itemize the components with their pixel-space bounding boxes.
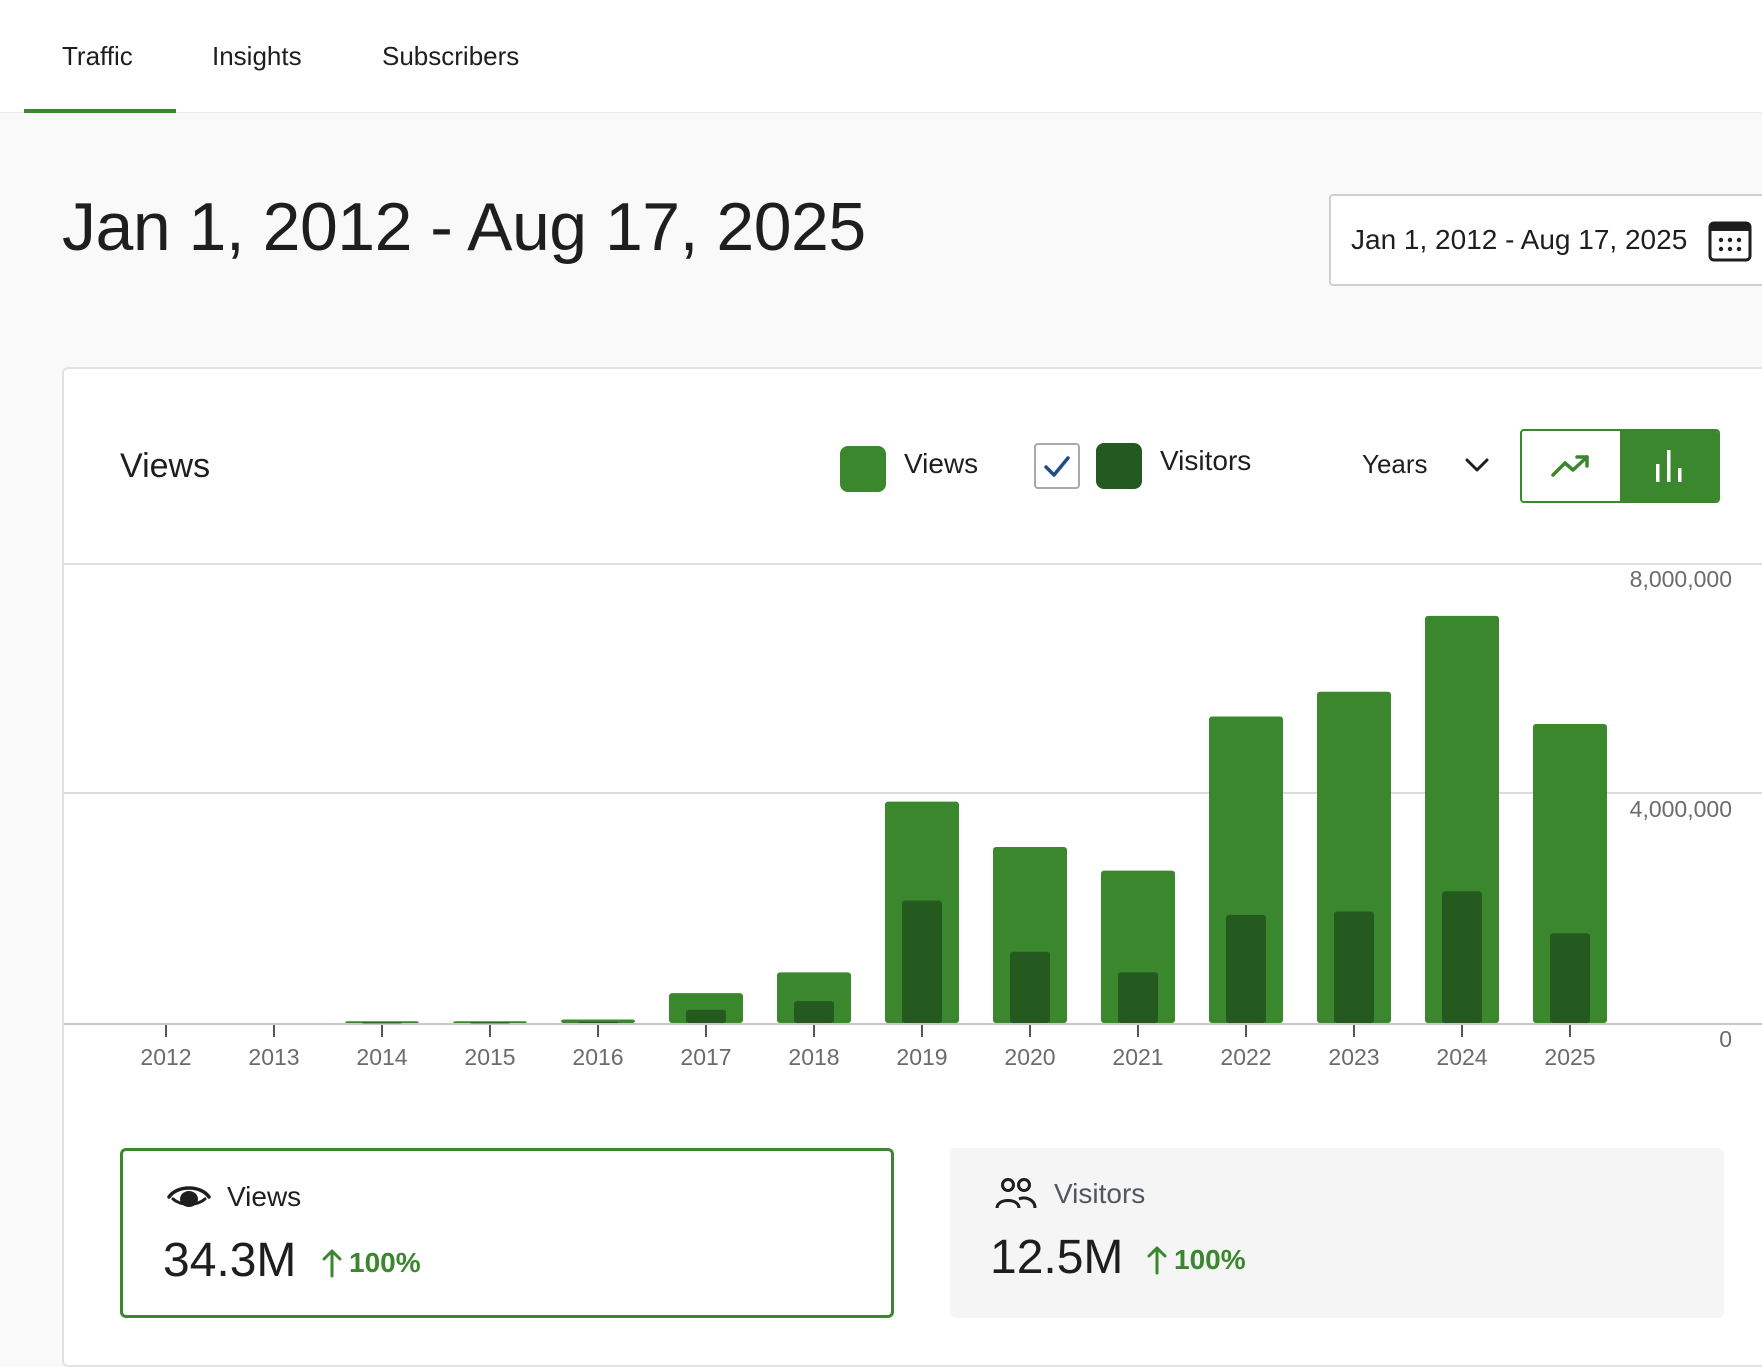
views-stat-card[interactable]: Views 34.3M 100% bbox=[120, 1148, 894, 1318]
x-tick-label: 2012 bbox=[140, 1044, 191, 1069]
visitors-stat-value: 12.5M bbox=[990, 1231, 1124, 1284]
visitors-stat-label: Visitors bbox=[1054, 1178, 1146, 1209]
legend-views-swatch bbox=[840, 446, 886, 492]
x-tick-label: 2023 bbox=[1328, 1044, 1379, 1069]
x-tick-label: 2022 bbox=[1220, 1044, 1271, 1069]
legend-views-label: Views bbox=[904, 448, 979, 479]
visitors-stat-card[interactable]: Visitors 12.5M 100% bbox=[950, 1148, 1724, 1318]
y-tick-label: 8,000,000 bbox=[1630, 566, 1732, 592]
visitors-bar bbox=[1226, 914, 1266, 1023]
tab-insights[interactable]: Insights bbox=[174, 0, 340, 113]
legend-visitors-label: Visitors bbox=[1160, 445, 1252, 476]
tab-bar: Traffic Insights Subscribers bbox=[0, 0, 1762, 113]
legend-visitors-swatch bbox=[1096, 443, 1142, 489]
tab-insights-label: Insights bbox=[212, 41, 302, 71]
visitors-stat-change-value: 100% bbox=[1174, 1244, 1246, 1275]
visitors-bar bbox=[1334, 911, 1374, 1023]
date-range-label: Jan 1, 2012 - Aug 17, 2025 bbox=[1351, 224, 1688, 255]
views-stat-change: 100% bbox=[321, 1247, 421, 1279]
chart-type-toggle bbox=[1520, 429, 1720, 503]
x-tick-label: 2014 bbox=[356, 1044, 407, 1069]
x-tick-label: 2020 bbox=[1004, 1044, 1055, 1069]
tab-subscribers-label: Subscribers bbox=[382, 41, 520, 71]
x-tick-label: 2024 bbox=[1436, 1044, 1487, 1069]
y-tick-label: 0 bbox=[1719, 1026, 1732, 1052]
period-select[interactable]: Years bbox=[1362, 439, 1522, 489]
x-tick-label: 2017 bbox=[680, 1044, 731, 1069]
checkmark-icon bbox=[1044, 456, 1070, 477]
visitors-bar bbox=[1550, 933, 1590, 1023]
visitors-bar bbox=[362, 1022, 402, 1024]
visitors-bar bbox=[1118, 972, 1158, 1023]
trend-icon bbox=[1551, 455, 1589, 477]
views-stat-label: Views bbox=[227, 1181, 302, 1212]
visitors-bar bbox=[902, 900, 942, 1023]
x-tick-label: 2013 bbox=[248, 1044, 299, 1069]
x-tick-label: 2021 bbox=[1112, 1044, 1163, 1069]
visitors-bar bbox=[686, 1009, 726, 1023]
page-title: Jan 1, 2012 - Aug 17, 2025 bbox=[62, 189, 866, 265]
visitors-bar bbox=[578, 1021, 618, 1023]
x-tick-label: 2025 bbox=[1544, 1044, 1595, 1069]
bar-chart-button[interactable] bbox=[1620, 431, 1718, 501]
calendar-icon bbox=[1708, 221, 1752, 262]
eye-icon bbox=[167, 1186, 211, 1207]
tab-traffic[interactable]: Traffic bbox=[24, 0, 176, 113]
visitors-stat-change: 100% bbox=[1146, 1244, 1246, 1276]
line-chart-button[interactable] bbox=[1522, 431, 1620, 501]
date-range-picker[interactable]: Jan 1, 2012 - Aug 17, 2025 bbox=[1329, 194, 1762, 286]
bar-chart-icon bbox=[1656, 450, 1682, 482]
visitors-checkbox[interactable] bbox=[1034, 443, 1080, 489]
period-select-value: Years bbox=[1362, 448, 1428, 479]
visitors-bar bbox=[470, 1022, 510, 1024]
tab-subscribers[interactable]: Subscribers bbox=[344, 0, 557, 113]
x-tick-label: 2016 bbox=[572, 1044, 623, 1069]
visitors-bar bbox=[1010, 951, 1050, 1023]
x-tick-label: 2015 bbox=[464, 1044, 515, 1069]
visitors-bar bbox=[1442, 891, 1482, 1023]
chart-card-title: Views bbox=[120, 447, 211, 485]
views-chart-card: Views Views Visitors Years 8,000,0 bbox=[62, 367, 1762, 1367]
views-bar-chart: 8,000,000 4,000,000 0 2012 2013 2014 2015 2016 2… bbox=[64, 563, 1762, 1069]
chevron-down-icon bbox=[1465, 458, 1489, 472]
visitors-bar bbox=[794, 1001, 834, 1023]
views-stat-change-value: 100% bbox=[349, 1247, 421, 1278]
views-stat-value: 34.3M bbox=[163, 1234, 297, 1287]
arrow-up-icon bbox=[1147, 1246, 1167, 1275]
x-tick-label: 2019 bbox=[896, 1044, 947, 1069]
arrow-up-icon bbox=[322, 1249, 342, 1278]
tab-traffic-label: Traffic bbox=[62, 41, 133, 71]
y-tick-label: 4,000,000 bbox=[1630, 796, 1732, 822]
people-icon bbox=[995, 1178, 1037, 1209]
x-tick-label: 2018 bbox=[788, 1044, 839, 1069]
